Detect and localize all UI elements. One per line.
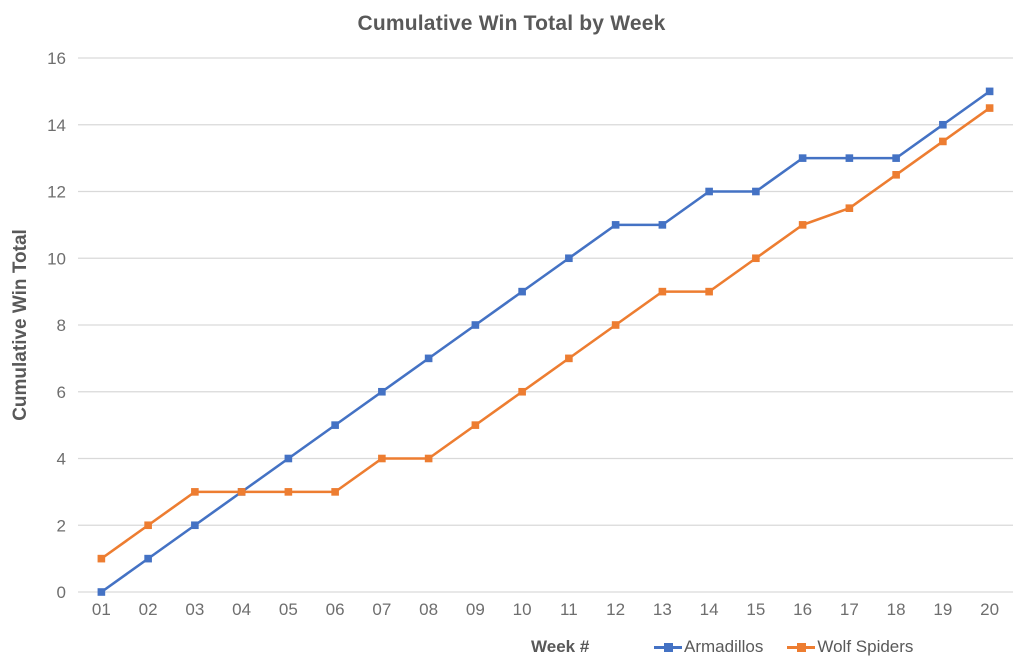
marker-wolf-spiders <box>798 221 807 229</box>
x-tick-label: 06 <box>326 600 345 619</box>
y-tick-label: 14 <box>47 116 66 135</box>
marker-wolf-spiders <box>705 287 713 296</box>
chart-title: Cumulative Win Total by Week <box>357 12 666 35</box>
y-tick-label: 12 <box>47 183 66 202</box>
marker-wolf-spiders <box>752 254 760 263</box>
marker-armadillos <box>97 588 106 596</box>
marker-armadillos <box>378 387 386 396</box>
x-tick-label: 20 <box>980 600 999 619</box>
legend-square-icon <box>663 642 673 652</box>
x-axis-title: Week # <box>531 637 590 656</box>
y-tick-label: 8 <box>57 316 66 335</box>
marker-wolf-spiders <box>284 488 293 496</box>
y-tick-label: 10 <box>47 249 66 268</box>
x-tick-label: 12 <box>606 600 625 619</box>
marker-wolf-spiders <box>892 171 900 179</box>
y-tick-label: 0 <box>57 583 66 602</box>
marker-armadillos <box>471 321 480 329</box>
marker-wolf-spiders <box>611 321 620 329</box>
legend: Armadillos Wolf Spiders <box>654 637 913 657</box>
y-tick-label: 2 <box>57 516 66 535</box>
marker-armadillos <box>331 421 339 429</box>
marker-wolf-spiders <box>424 454 433 463</box>
marker-armadillos <box>939 120 947 129</box>
x-tick-label: 17 <box>840 600 859 619</box>
y-tick-label: 16 <box>47 49 66 68</box>
marker-wolf-spiders <box>565 354 573 363</box>
x-tick-label: 01 <box>92 600 111 619</box>
marker-wolf-spiders <box>97 554 106 563</box>
marker-wolf-spiders <box>658 287 667 296</box>
marker-wolf-spiders <box>237 488 246 496</box>
marker-wolf-spiders <box>471 421 480 429</box>
marker-wolf-spiders <box>939 137 947 146</box>
marker-wolf-spiders <box>331 488 339 496</box>
marker-armadillos <box>611 221 620 229</box>
marker-wolf-spiders <box>845 204 854 212</box>
x-tick-label: 07 <box>372 600 391 619</box>
marker-armadillos <box>752 187 760 196</box>
marker-armadillos <box>424 354 433 363</box>
y-tick-label: 4 <box>57 450 66 469</box>
marker-wolf-spiders <box>191 488 199 496</box>
x-tick-label: 16 <box>793 600 812 619</box>
x-tick-label: 13 <box>653 600 672 619</box>
marker-wolf-spiders <box>985 104 994 112</box>
legend-item-wolf-spiders: Wolf Spiders <box>787 637 913 657</box>
legend-marker-armadillos <box>654 642 682 652</box>
series-line-wolf-spiders <box>100 106 991 560</box>
x-tick-label: 14 <box>700 600 719 619</box>
marker-armadillos <box>845 154 854 162</box>
marker-armadillos <box>798 154 807 162</box>
marker-wolf-spiders <box>378 454 386 463</box>
legend-square-icon <box>796 642 806 652</box>
bottom-row: Week # Armadillos Wolf Spiders <box>0 637 1023 661</box>
x-tick-label: 02 <box>139 600 158 619</box>
x-tick-label: 08 <box>419 600 438 619</box>
x-tick-label: 15 <box>746 600 765 619</box>
x-tick-label: 09 <box>466 600 485 619</box>
x-tick-label: 19 <box>933 600 952 619</box>
marker-armadillos <box>144 554 152 563</box>
legend-label-wolf-spiders: Wolf Spiders <box>817 637 914 656</box>
marker-armadillos <box>518 287 526 296</box>
marker-armadillos <box>565 254 573 263</box>
y-tick-label: 6 <box>57 383 66 402</box>
marker-armadillos <box>705 187 713 196</box>
x-tick-label: 03 <box>185 600 204 619</box>
x-tick-label: 18 <box>887 600 906 619</box>
marker-armadillos <box>191 521 199 530</box>
marker-wolf-spiders <box>518 387 526 396</box>
marker-armadillos <box>658 221 667 229</box>
legend-label-armadillos: Armadillos <box>684 637 764 656</box>
series-line-armadillos <box>100 90 991 594</box>
x-tick-label: 04 <box>232 600 251 619</box>
x-tick-label: 10 <box>513 600 532 619</box>
x-tick-label: 05 <box>279 600 298 619</box>
marker-armadillos <box>284 454 293 463</box>
x-tick-label: 11 <box>560 600 578 619</box>
legend-marker-wolf-spiders <box>787 642 816 652</box>
marker-wolf-spiders <box>144 521 152 530</box>
legend-item-armadillos: Armadillos <box>654 637 763 657</box>
marker-armadillos <box>892 154 900 162</box>
marker-armadillos <box>985 87 994 96</box>
